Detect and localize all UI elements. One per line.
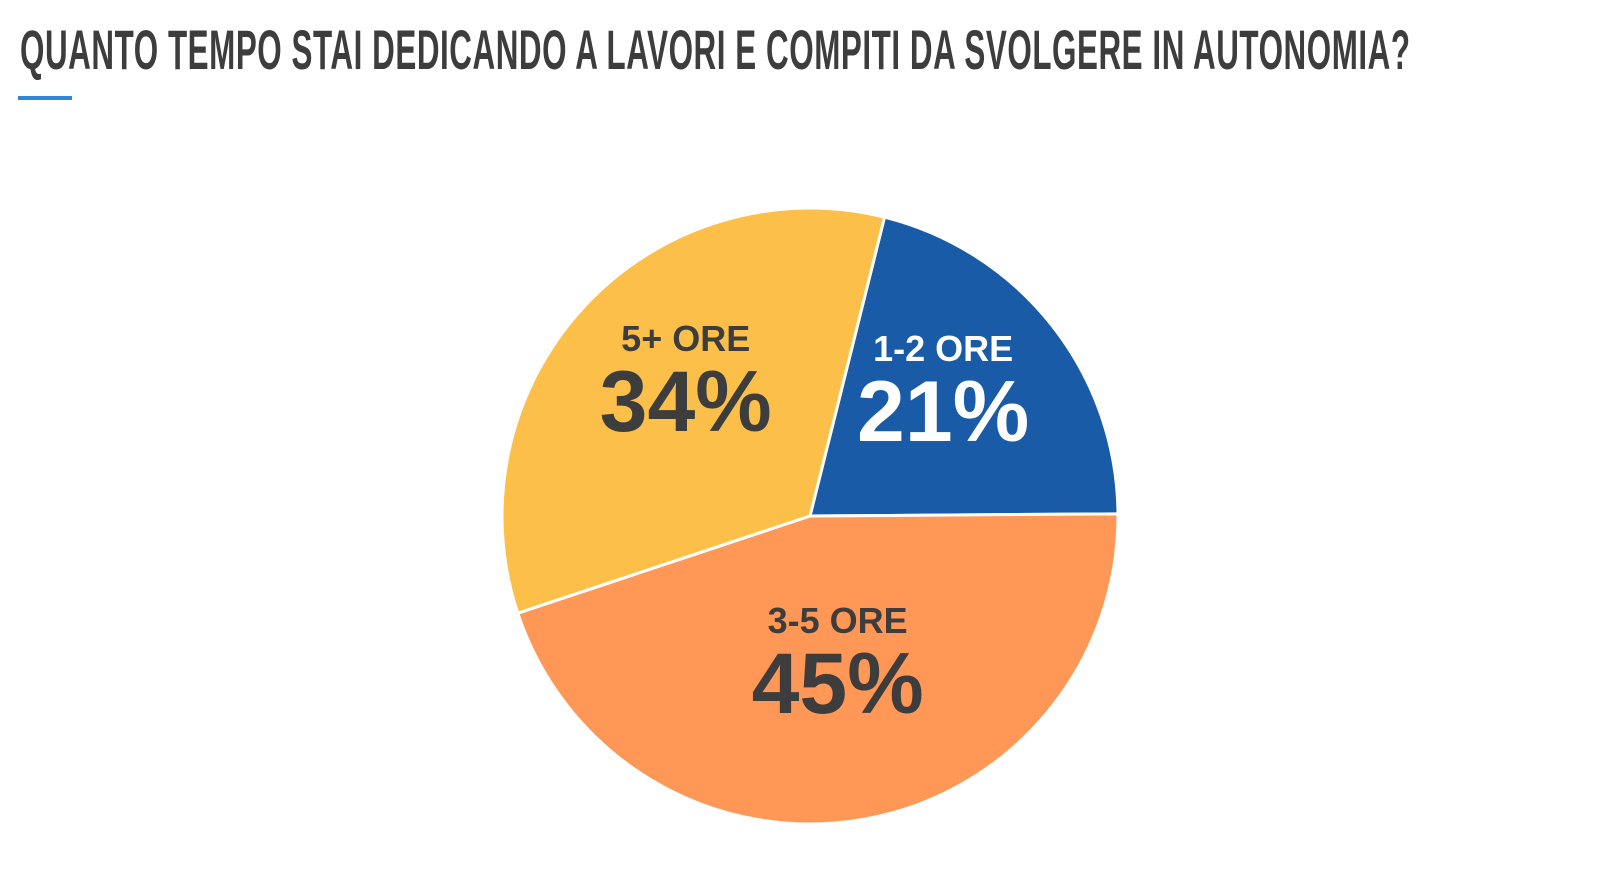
title-accent-underline — [18, 96, 72, 100]
slice-category-label: 5+ ORE — [621, 318, 750, 359]
slice-percentage-label: 21% — [857, 364, 1029, 460]
slice-percentage-label: 45% — [752, 636, 924, 732]
pie-slices — [500, 206, 1120, 826]
slice-category-label: 3-5 ORE — [768, 600, 908, 641]
pie-slice-3-5-ore — [515, 512, 1120, 826]
pie-slice-5-ore — [500, 206, 887, 616]
slice-percentage-label: 34% — [600, 354, 772, 450]
pie-slice-1-2-ore — [808, 215, 1120, 518]
slice-category-label: 1-2 ORE — [873, 328, 1013, 369]
